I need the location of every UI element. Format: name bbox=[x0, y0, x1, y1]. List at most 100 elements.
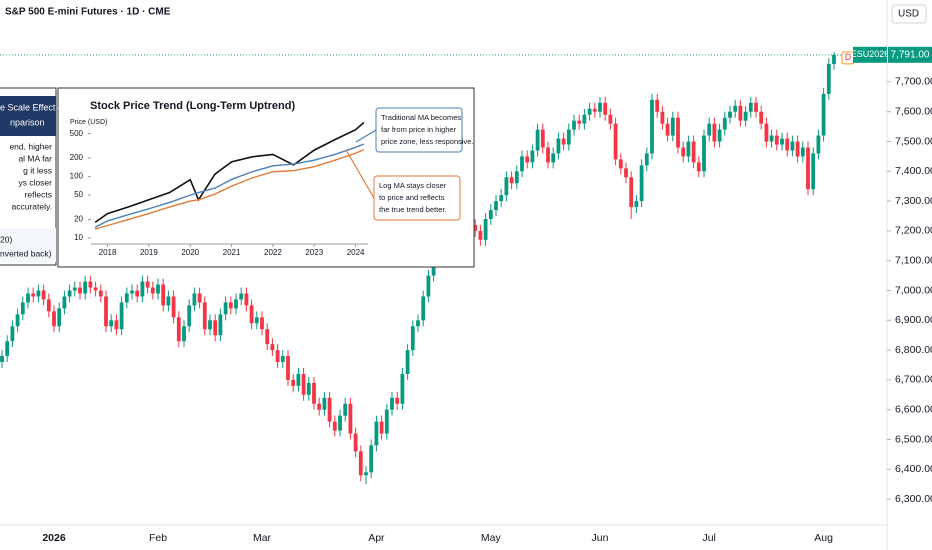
y-tick-label: 6,300.00 bbox=[895, 493, 932, 505]
candle-body bbox=[774, 135, 779, 145]
candle-body bbox=[691, 141, 696, 163]
candle-body bbox=[431, 260, 436, 276]
candle-body bbox=[67, 290, 72, 297]
annotation-text: the true trend better. bbox=[379, 205, 447, 214]
inset-y-tick-label: 50 bbox=[74, 190, 83, 199]
candle-body bbox=[634, 201, 639, 208]
candle-body bbox=[582, 114, 587, 124]
candle-body bbox=[223, 302, 228, 315]
y-tick-label: 6,900.00 bbox=[895, 314, 932, 326]
candle-body bbox=[696, 162, 701, 172]
candle-body bbox=[540, 129, 545, 148]
candle-body bbox=[343, 403, 348, 416]
inset-y-tick-label: 500 bbox=[70, 129, 84, 138]
annotation-box bbox=[375, 107, 463, 153]
candle-body bbox=[488, 210, 493, 219]
candle-body bbox=[395, 397, 400, 404]
last-price-box bbox=[888, 46, 932, 63]
candle-body bbox=[629, 177, 634, 208]
candle-body bbox=[83, 281, 88, 294]
inset-x-tick-label: 2024 bbox=[347, 248, 365, 257]
candle-body bbox=[780, 138, 784, 145]
candle-body bbox=[10, 326, 15, 342]
candle-body bbox=[639, 165, 644, 202]
candle-body bbox=[530, 150, 535, 163]
candle-body bbox=[384, 409, 389, 434]
symbol-title: S&P 500 E-mini Futures · 1D · CME bbox=[5, 7, 171, 18]
side-line: accurately. bbox=[12, 201, 52, 211]
candle-body bbox=[650, 99, 654, 154]
candle-body bbox=[426, 275, 431, 297]
side-panel: e Scale Effect – nparison end, higher al … bbox=[0, 87, 63, 266]
candle-body bbox=[717, 129, 722, 142]
side-title: e Scale Effect – bbox=[0, 102, 63, 112]
candle-body bbox=[655, 99, 660, 112]
candle-body bbox=[764, 123, 769, 142]
candle-body bbox=[546, 147, 550, 163]
y-tick-label: 7,500.00 bbox=[895, 135, 932, 147]
currency-button[interactable] bbox=[891, 4, 927, 24]
candle-body bbox=[551, 153, 556, 163]
candle-body bbox=[592, 108, 597, 112]
candle-body bbox=[104, 296, 108, 327]
candle-body bbox=[416, 320, 420, 327]
candle-body bbox=[712, 123, 717, 142]
candle-body bbox=[748, 102, 753, 112]
y-tick-label: 7,200.00 bbox=[895, 225, 932, 237]
flag: D bbox=[845, 52, 852, 62]
candle-body bbox=[36, 290, 41, 297]
candle-body bbox=[187, 305, 192, 327]
annotation-text: price zone, less responsive. bbox=[381, 137, 474, 146]
candle-body bbox=[78, 287, 82, 294]
side-line: reflects bbox=[25, 189, 52, 199]
inset-y-tick-label: 200 bbox=[70, 153, 84, 162]
formula-box bbox=[0, 228, 56, 262]
candle-body bbox=[15, 314, 20, 327]
candle-body bbox=[260, 317, 264, 330]
candle-body bbox=[41, 290, 46, 300]
side-line: ys closer bbox=[18, 177, 52, 187]
candle-body bbox=[280, 356, 285, 363]
candle-body bbox=[499, 195, 504, 202]
candle-body bbox=[234, 299, 238, 309]
candle-body bbox=[624, 168, 628, 178]
candle-body bbox=[166, 296, 171, 306]
candle-body bbox=[0, 356, 4, 363]
inset: Stock Price Trend (Long-Term Uptrend) Pr… bbox=[57, 87, 475, 268]
candle-body bbox=[364, 472, 368, 476]
side-header bbox=[0, 96, 56, 136]
x-tick-label: 2026 bbox=[42, 532, 66, 544]
candle-body bbox=[270, 344, 275, 351]
candle-body bbox=[587, 108, 592, 115]
y-tick-label: 6,500.00 bbox=[895, 433, 932, 445]
candle-body bbox=[785, 138, 790, 151]
candle-body bbox=[88, 281, 93, 288]
annotation-box bbox=[373, 175, 461, 221]
inset-line bbox=[94, 143, 365, 228]
candle-body bbox=[681, 147, 686, 157]
candle-body bbox=[790, 141, 795, 151]
candle-body bbox=[72, 287, 77, 291]
candle-body bbox=[800, 147, 805, 157]
candle-body bbox=[702, 135, 706, 172]
inset-x-tick-label: 2021 bbox=[223, 248, 241, 257]
candle-body bbox=[332, 421, 337, 431]
candle-body bbox=[57, 308, 62, 327]
symbol-label: ESU2026 bbox=[851, 49, 890, 59]
candle-body bbox=[301, 373, 306, 395]
candle-body bbox=[743, 111, 748, 121]
inset-y-tick-label: 100 bbox=[70, 172, 84, 181]
x-tick-label: Mar bbox=[253, 532, 272, 544]
candle-body bbox=[514, 171, 519, 184]
candle-body bbox=[114, 320, 119, 330]
candle-body bbox=[182, 326, 186, 342]
y-tick-label: 7,000.00 bbox=[895, 284, 932, 296]
y-tick-label: 6,800.00 bbox=[895, 344, 932, 356]
y-tick-label: 7,300.00 bbox=[895, 195, 932, 207]
candle-body bbox=[374, 421, 379, 446]
candle-body bbox=[254, 317, 259, 324]
candle-body bbox=[192, 293, 197, 306]
candle-body bbox=[62, 296, 67, 309]
x-tick-label: Apr bbox=[368, 532, 385, 544]
candle-body bbox=[338, 415, 342, 431]
